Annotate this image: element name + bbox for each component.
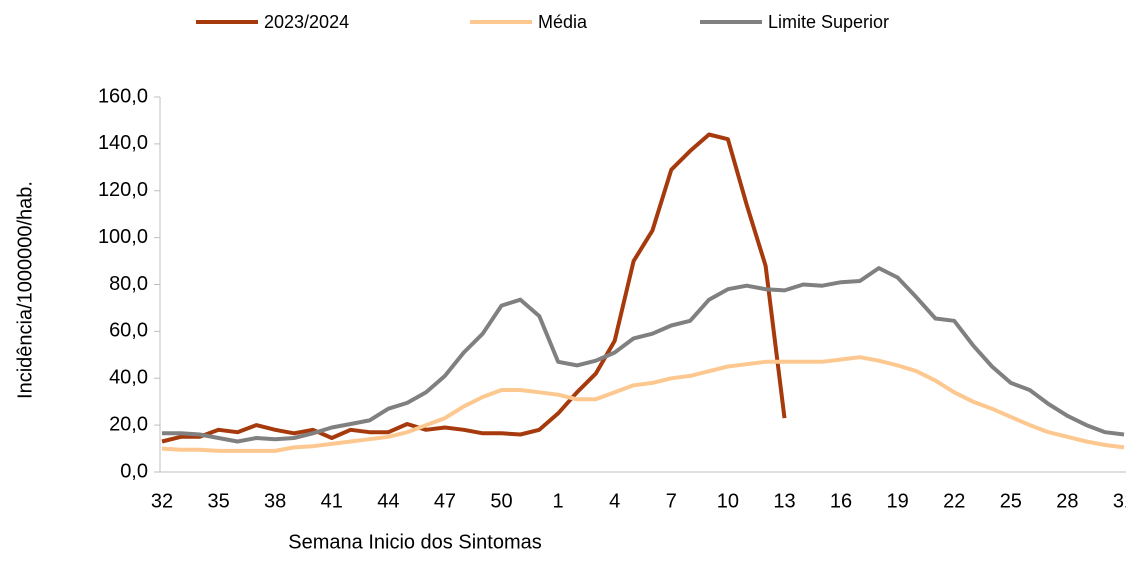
y-tick-label: 120,0 [98, 179, 148, 201]
y-tick-label: 0,0 [120, 460, 148, 482]
x-tick-label: 50 [490, 490, 512, 512]
x-tick-label: 44 [377, 490, 399, 512]
x-tick-label: 38 [264, 490, 286, 512]
x-tick-label: 41 [321, 490, 343, 512]
x-tick-label: 19 [887, 490, 909, 512]
x-tick-label: 7 [666, 490, 677, 512]
series-line [162, 266, 1125, 444]
x-tick-label: 4 [609, 490, 620, 512]
legend: 2023/2024 Média Limite Superior [196, 12, 889, 32]
x-tick-label: 28 [1056, 490, 1078, 512]
y-tick-label: 60,0 [109, 320, 148, 342]
x-tick-label: 13 [773, 490, 795, 512]
x-axis-title: Semana Inicio dos Sintomas [288, 531, 541, 553]
y-axis-title: Incidência/1000000/hab. [14, 181, 36, 399]
legend-label: 2023/2024 [264, 12, 349, 32]
y-tick-label: 100,0 [98, 226, 148, 248]
x-tick-label: 47 [434, 490, 456, 512]
series-line [161, 355, 1125, 453]
y-tick-label: 80,0 [109, 273, 148, 295]
x-tick-label: 25 [1000, 490, 1022, 512]
y-tick-label: 160,0 [98, 85, 148, 107]
x-tick-label: 1 [553, 490, 564, 512]
x-tick-label: 22 [943, 490, 965, 512]
y-tick-label: 20,0 [109, 413, 148, 435]
x-tick-label: 32 [151, 490, 173, 512]
series-line [161, 132, 787, 444]
x-tick-label: 31 [1113, 490, 1126, 512]
legend-label: Limite Superior [768, 12, 889, 32]
x-tick-label: 10 [717, 490, 739, 512]
legend-label: Média [538, 12, 588, 32]
y-tick-label: 140,0 [98, 132, 148, 154]
y-tick-label: 40,0 [109, 367, 148, 389]
x-tick-label: 16 [830, 490, 852, 512]
x-tick-label: 35 [207, 490, 229, 512]
